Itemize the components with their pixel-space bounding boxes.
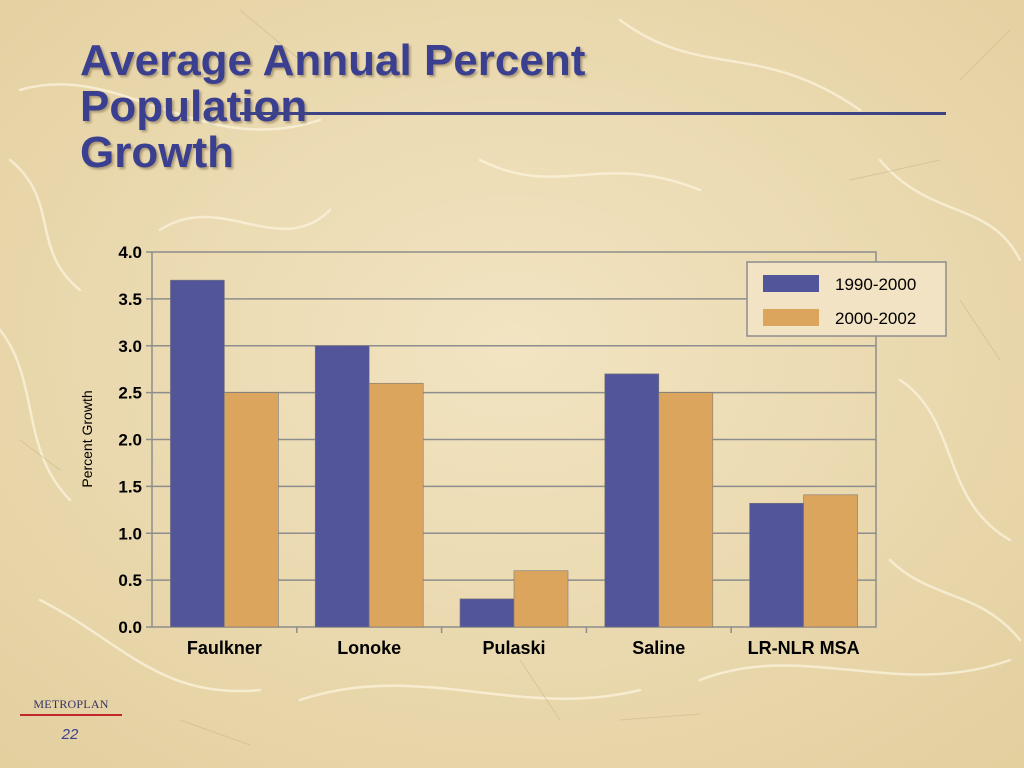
bar-saline-2000-2002 [658,392,714,628]
y-tick-label: 2.0 [118,431,142,450]
x-tick-label: Pulaski [482,638,545,658]
legend-label-1990-2000: 1990-2000 [835,275,916,294]
footer-red-rule [20,714,122,716]
x-tick-label: Saline [632,638,685,658]
y-tick-label: 1.0 [118,524,142,543]
y-tick-label: 0.0 [118,618,142,637]
legend-label-2000-2002: 2000-2002 [835,309,916,328]
metroplan-logo: METROPLAN [33,697,109,711]
bar-pulaski-1990-2000 [459,598,515,628]
y-tick-label: 3.5 [118,290,142,309]
y-axis-ticks: 0.0 0.5 1.0 1.5 2.0 2.5 3.0 3.5 4.0 [118,243,152,637]
y-tick-label: 3.0 [118,337,142,356]
bar-lonoke-1990-2000 [314,345,370,628]
y-tick-label: 0.5 [118,571,142,590]
bar-lr-nlr-msa-1990-2000 [749,502,804,628]
legend: 1990-2000 2000-2002 [746,261,947,337]
slide-title-line-1: Average Annual Percent [80,36,586,85]
x-tick-label: Faulkner [187,638,262,658]
bar-faulkner-2000-2002 [224,392,279,628]
bar-lr-nlr-msa-2000-2002 [803,494,858,628]
y-axis-label: Percent Growth [79,390,95,487]
slide-title-line-2: Population [80,82,308,131]
x-tick-label: LR-NLR MSA [748,638,860,658]
y-tick-label: 2.5 [118,384,142,403]
page-number: 22 [61,726,79,743]
bar-faulkner-1990-2000 [170,279,225,628]
x-axis-labels: Faulkner Lonoke Pulaski Saline LR-NLR MSA [187,627,860,658]
y-tick-label: 4.0 [118,243,142,262]
x-tick-label: Lonoke [337,638,401,658]
bar-pulaski-2000-2002 [513,570,569,628]
title-underline-rule [240,112,946,115]
bar-saline-1990-2000 [604,373,660,628]
bars [170,279,858,628]
slide-title-line-3: Growth [80,128,234,177]
y-tick-label: 1.5 [118,477,142,496]
legend-swatch-1990-2000 [763,275,819,292]
slide-title: Average Annual Percent Population Growth [80,38,585,176]
bar-lonoke-2000-2002 [368,382,424,628]
legend-swatch-2000-2002 [763,309,819,326]
